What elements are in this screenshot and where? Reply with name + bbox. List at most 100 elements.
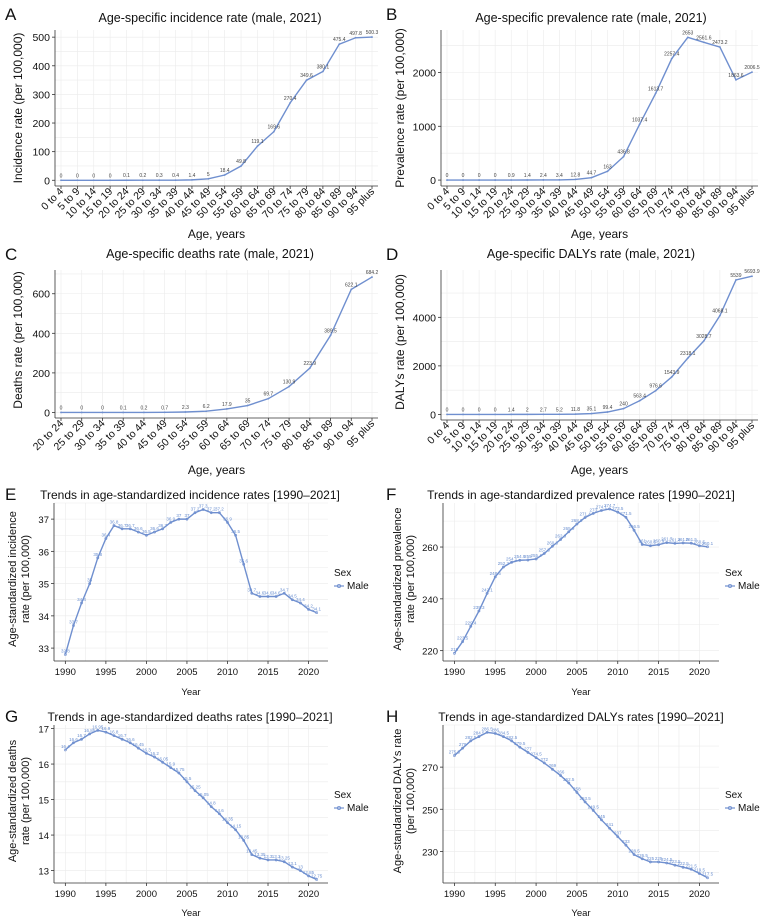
data-point — [272, 130, 275, 133]
panel-letter: E — [5, 485, 16, 504]
data-label: 3.4 — [556, 173, 563, 179]
data-label: 2653 — [682, 30, 693, 36]
y-tick-label: 240 — [422, 595, 438, 606]
data-label: 0 — [92, 173, 95, 179]
data-point — [583, 516, 587, 519]
data-label: 5539 — [730, 273, 741, 279]
data-point — [600, 509, 603, 512]
x-tick-label: 2000 — [526, 889, 547, 900]
data-label: 13.3 — [272, 854, 281, 859]
data-label: 12.75 — [311, 873, 323, 878]
data-point — [234, 828, 237, 832]
chart-svg-h: H Trends in age-standardized DALYs rates … — [386, 707, 760, 919]
data-label: 0.1 — [123, 173, 130, 179]
data-label: 261.6 — [677, 537, 689, 542]
data-point — [305, 79, 308, 82]
data-point — [112, 734, 116, 738]
panel-letter: H — [386, 707, 398, 726]
data-label: 15.05 — [198, 792, 210, 797]
y-axis-label: Incidence rate (per 100,000) — [11, 33, 25, 184]
data-point — [217, 812, 221, 816]
data-label: 16.7 — [118, 733, 127, 738]
data-point — [128, 527, 132, 531]
data-label: 18.4 — [220, 168, 230, 174]
data-label: 4068.1 — [712, 309, 728, 315]
data-label: 260.5 — [645, 540, 657, 545]
y-axis-label: (per 100,000) — [405, 768, 417, 834]
data-label: 223.5 — [669, 859, 681, 864]
y-tick-label: 0 — [44, 407, 50, 419]
data-label: 15.5 — [183, 776, 192, 781]
x-axis-label: Age, years — [188, 227, 245, 240]
chart-title: Age-specific incidence rate (male, 2021) — [98, 11, 321, 25]
data-label: 34.6 — [264, 591, 273, 596]
chart-svg-c: C Age-specific deaths rate (male, 2021) 0 2… — [5, 245, 378, 477]
data-label: 35.8 — [93, 552, 102, 557]
data-point — [608, 826, 611, 830]
panel-letter: F — [386, 485, 396, 504]
data-label: 0.2 — [140, 405, 147, 411]
data-point — [665, 541, 669, 545]
data-label: 1037.4 — [632, 117, 648, 123]
data-point — [461, 746, 464, 750]
data-point — [266, 595, 270, 598]
data-point — [670, 57, 673, 60]
data-label: 228.5 — [628, 849, 640, 854]
data-point — [616, 835, 620, 839]
data-label: 436.8 — [617, 150, 630, 156]
x-tick-label: 2010 — [607, 667, 628, 678]
data-label: 14.15 — [230, 824, 242, 829]
data-label: 389.5 — [324, 328, 337, 334]
data-label: 279.5 — [514, 741, 526, 746]
y-tick-label: 33 — [38, 644, 49, 655]
data-point — [698, 544, 701, 548]
data-point — [518, 558, 522, 562]
data-label: 11.8 — [571, 407, 581, 413]
panel-letter: B — [386, 5, 397, 24]
data-point — [267, 397, 270, 400]
data-point — [193, 511, 197, 515]
data-point — [315, 878, 319, 881]
data-label: 35 — [87, 578, 93, 583]
data-label: 1543.9 — [664, 370, 680, 376]
x-tick-label: 2005 — [566, 889, 587, 900]
data-label: 16.7 — [77, 733, 86, 738]
data-point — [622, 155, 625, 158]
data-label: 0 — [494, 407, 497, 413]
data-point — [493, 575, 497, 579]
data-label: 34.2 — [304, 603, 313, 608]
data-point — [735, 279, 737, 281]
data-point — [702, 41, 705, 44]
data-point — [477, 735, 481, 738]
data-point — [104, 730, 108, 734]
data-label: 6.2 — [203, 404, 210, 410]
data-point — [632, 853, 636, 856]
data-label: 222.5 — [677, 861, 689, 866]
x-axis-label: Year — [571, 908, 590, 919]
data-point — [751, 71, 753, 74]
data-point — [542, 179, 545, 181]
data-label: 0.4 — [172, 173, 179, 179]
x-tick-label: 1995 — [485, 889, 506, 900]
data-label: 2257.4 — [664, 52, 680, 58]
data-label: 13.35 — [254, 852, 266, 857]
data-label: 260.1 — [702, 541, 714, 546]
data-label: 2006.5 — [744, 65, 760, 71]
x-axis-label: Year — [571, 687, 590, 698]
chart-title: Age-specific deaths rate (male, 2021) — [106, 247, 314, 261]
x-tick-label: 2020 — [298, 667, 319, 678]
data-point — [371, 276, 373, 278]
y-tick-label: 0 — [430, 175, 436, 187]
data-label: 260.9 — [653, 539, 665, 544]
data-point — [494, 179, 497, 181]
data-label: 2.7 — [540, 407, 547, 413]
y-axis-label: rate (per 100,000) — [405, 535, 417, 623]
chart-svg-b: B Age-specific prevalence rate (male, 202… — [386, 5, 760, 240]
data-label: 16.45 — [133, 742, 145, 747]
data-label: 272 — [540, 757, 548, 762]
data-point — [209, 511, 213, 515]
data-label: 34.6 — [256, 591, 265, 596]
data-label: 0 — [101, 405, 104, 411]
data-label: 349.6 — [300, 73, 313, 79]
data-label: 36.6 — [150, 526, 159, 531]
